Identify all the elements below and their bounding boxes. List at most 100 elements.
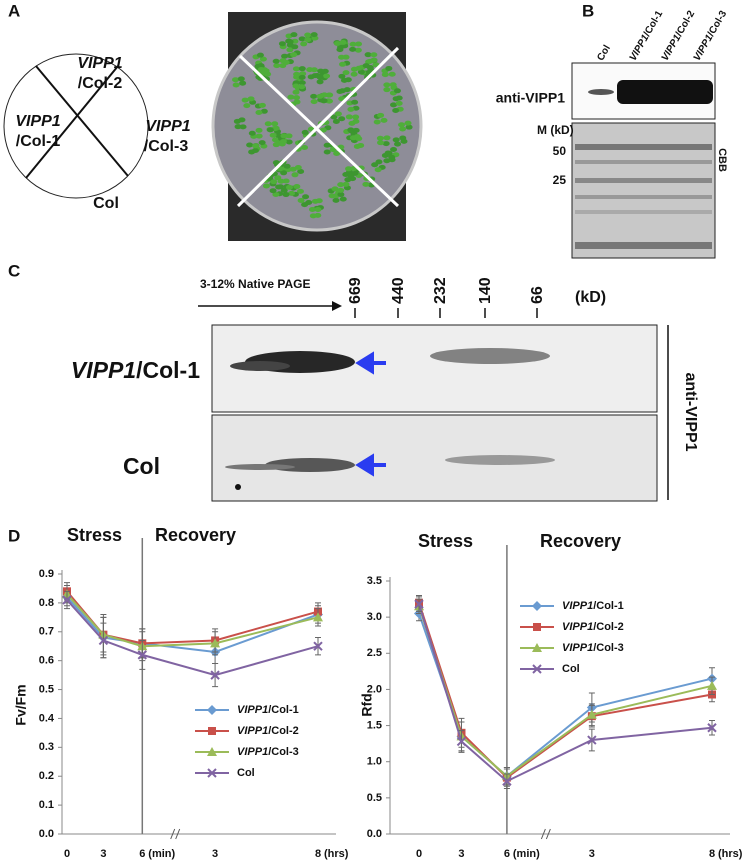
leaf <box>258 140 266 146</box>
y-tick-label: 3.5 <box>367 575 382 587</box>
leaf <box>293 184 301 190</box>
leaf <box>302 194 310 200</box>
plate-diagram <box>3 53 149 199</box>
leaf <box>350 71 358 77</box>
leaf <box>316 74 324 80</box>
markers: 669 440 232 140 66 <box>347 277 546 318</box>
leaf <box>339 61 347 67</box>
leaf <box>257 63 265 69</box>
leaf <box>241 97 249 103</box>
leaf <box>247 96 255 102</box>
leaf <box>300 41 308 47</box>
phase-label: Recovery <box>540 531 621 551</box>
legend-label: VIPP1/Col-3 <box>237 746 299 758</box>
leaf <box>374 167 382 173</box>
leaf <box>333 40 341 46</box>
leaf <box>248 130 256 136</box>
leaf <box>269 188 277 194</box>
leaf <box>370 52 378 58</box>
point <box>587 735 597 745</box>
leaf <box>271 121 279 127</box>
leaf <box>380 117 388 123</box>
leaf <box>278 41 286 47</box>
leaf <box>339 39 347 45</box>
legend-label: Col <box>562 663 580 675</box>
marker-label: 25 <box>553 173 567 187</box>
leaf <box>394 141 402 147</box>
leaf <box>373 119 381 125</box>
legend-label: VIPP1/Col-2 <box>562 621 624 633</box>
leaf <box>319 127 327 133</box>
antibody-label: anti-VIPP1 <box>496 90 565 106</box>
y-tick-label: 1.0 <box>367 756 382 768</box>
point <box>414 599 424 609</box>
point <box>456 736 467 747</box>
point <box>62 595 72 605</box>
leaf <box>393 88 401 94</box>
leaf <box>232 82 240 88</box>
legend-marker <box>207 747 217 756</box>
leaf <box>352 127 360 133</box>
leaf <box>269 132 277 138</box>
y-tick-label: 3.0 <box>367 611 382 623</box>
leaf <box>285 184 293 190</box>
divider <box>35 65 129 177</box>
leaf <box>342 181 350 187</box>
leaf <box>294 165 302 171</box>
leaf <box>279 138 287 144</box>
leaf <box>275 184 283 190</box>
marker-label: 232 <box>432 277 449 304</box>
panel-letter: D <box>8 526 20 545</box>
leaf <box>299 71 307 77</box>
lane-label: VIPP1/Col-1 <box>627 8 665 62</box>
leaf <box>246 142 254 148</box>
legend-marker <box>532 601 542 611</box>
band <box>588 89 614 95</box>
legend-marker <box>533 623 541 631</box>
leaf <box>274 175 282 181</box>
leaf <box>272 137 280 143</box>
y-axis-label: Rfd <box>359 693 375 716</box>
leaf <box>283 163 291 169</box>
band <box>430 348 550 364</box>
leaf <box>342 54 350 60</box>
leaf <box>397 122 405 128</box>
point <box>313 612 323 622</box>
leaf <box>395 100 403 106</box>
point <box>210 638 221 648</box>
leaf <box>255 133 263 139</box>
leaf <box>248 149 256 155</box>
leaf <box>310 32 318 38</box>
leaf <box>355 65 363 71</box>
leaf <box>333 151 341 157</box>
y-tick-label: 1.5 <box>367 719 382 731</box>
band <box>225 464 295 470</box>
leaf <box>332 197 340 203</box>
leaf <box>384 150 392 156</box>
leaf <box>342 70 350 76</box>
leaf <box>281 53 289 59</box>
leaf <box>292 66 300 72</box>
leaf <box>331 186 339 192</box>
leaf <box>239 124 247 130</box>
leaf <box>293 74 301 80</box>
divider <box>25 65 119 179</box>
lane-label: VIPP1/Col-3 <box>691 8 729 62</box>
arrow <box>355 453 386 477</box>
legend-label: Col <box>237 767 255 779</box>
leaf <box>362 181 370 187</box>
leaf <box>307 74 315 80</box>
y-axis-label: Fv/Fm <box>13 684 29 725</box>
leaf <box>272 58 280 64</box>
leaf <box>339 196 347 202</box>
stain-bands <box>575 144 712 249</box>
leaf <box>347 106 355 112</box>
point <box>586 709 597 719</box>
x-unit-label: (min) <box>513 848 540 860</box>
y-tick-label: 0.5 <box>367 792 382 804</box>
leaf <box>340 77 348 83</box>
leaf <box>364 52 372 58</box>
point <box>502 776 512 786</box>
blot <box>571 122 716 259</box>
